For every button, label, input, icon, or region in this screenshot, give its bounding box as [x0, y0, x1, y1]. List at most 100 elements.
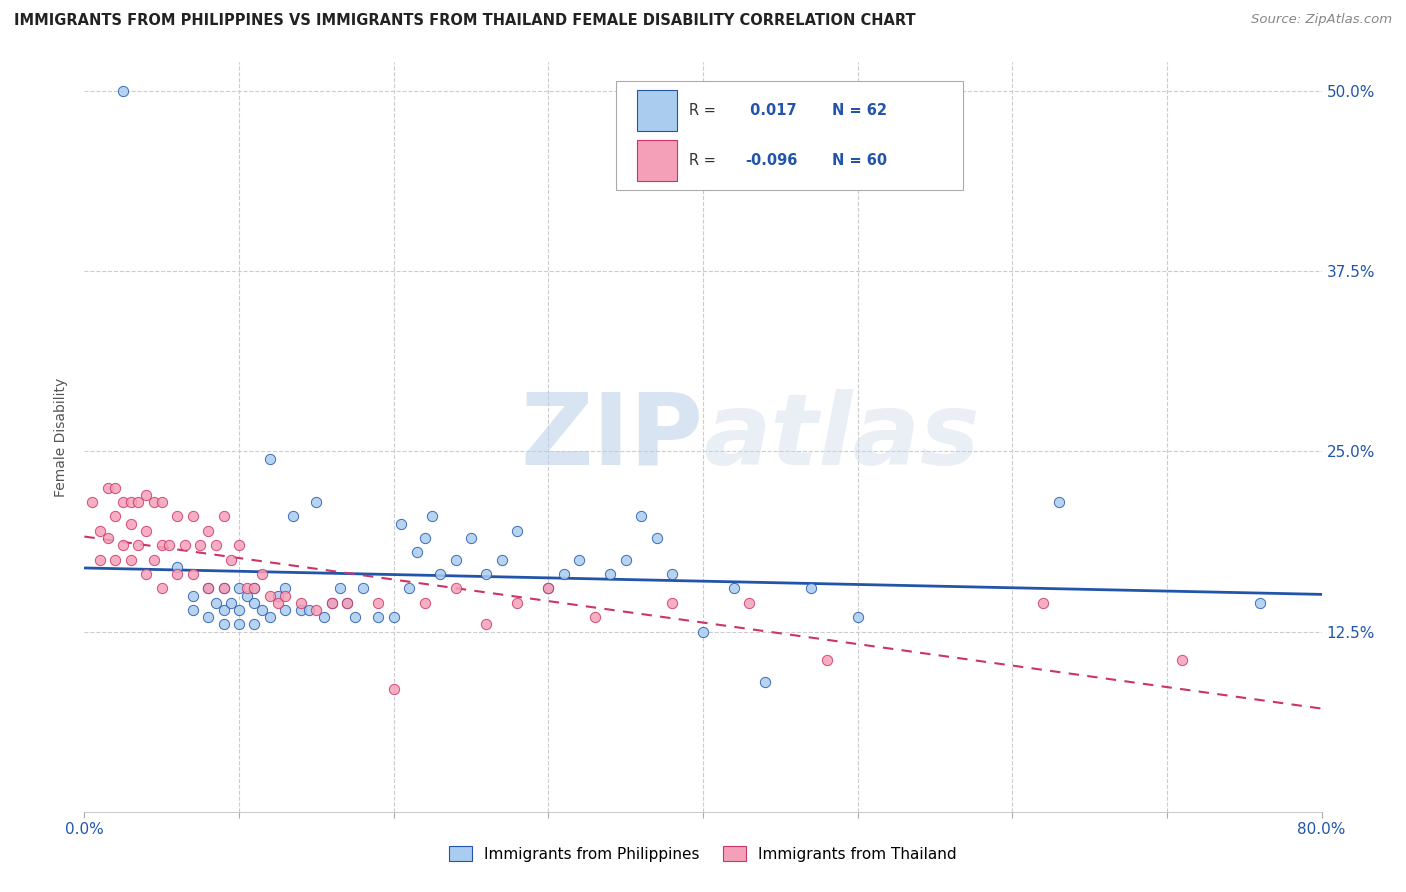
- Point: [243, 596, 266, 610]
- Point: [259, 610, 281, 624]
- Point: [228, 603, 250, 617]
- Bar: [637, 89, 678, 131]
- Point: [181, 603, 204, 617]
- Point: [382, 682, 405, 697]
- Text: N = 60: N = 60: [832, 153, 887, 169]
- Point: [219, 596, 242, 610]
- Point: [630, 509, 652, 524]
- FancyBboxPatch shape: [616, 81, 963, 190]
- Point: [89, 552, 111, 566]
- Point: [212, 582, 235, 596]
- Point: [235, 589, 259, 603]
- Point: [150, 495, 173, 509]
- Text: 0.017: 0.017: [745, 103, 797, 118]
- Point: [336, 596, 359, 610]
- Point: [212, 603, 235, 617]
- Point: [259, 589, 281, 603]
- Point: [846, 610, 869, 624]
- Point: [661, 566, 683, 581]
- Point: [159, 538, 180, 552]
- Point: [150, 538, 173, 552]
- Point: [599, 566, 621, 581]
- Point: [120, 495, 142, 509]
- Point: [267, 589, 290, 603]
- Point: [389, 516, 413, 531]
- Point: [104, 509, 127, 524]
- Point: [228, 617, 250, 632]
- Point: [336, 596, 359, 610]
- Point: [197, 582, 219, 596]
- Point: [250, 566, 273, 581]
- Point: [197, 582, 219, 596]
- Point: [281, 509, 305, 524]
- Point: [135, 524, 157, 538]
- Point: [228, 538, 250, 552]
- Point: [754, 675, 776, 690]
- Legend: Immigrants from Philippines, Immigrants from Thailand: Immigrants from Philippines, Immigrants …: [443, 840, 963, 868]
- Point: [429, 566, 451, 581]
- Point: [188, 538, 211, 552]
- Point: [506, 596, 529, 610]
- Point: [205, 596, 228, 610]
- Point: [127, 538, 149, 552]
- Point: [328, 582, 352, 596]
- Point: [475, 617, 498, 632]
- Point: [243, 582, 266, 596]
- Point: [1249, 596, 1271, 610]
- Point: [104, 552, 127, 566]
- Point: [274, 589, 297, 603]
- Point: [312, 610, 335, 624]
- Point: [422, 509, 444, 524]
- Point: [228, 582, 250, 596]
- Point: [506, 524, 529, 538]
- Point: [1171, 653, 1194, 667]
- Point: [120, 552, 142, 566]
- Bar: [637, 140, 678, 181]
- Point: [104, 481, 127, 495]
- Point: [1047, 495, 1070, 509]
- Point: [305, 603, 328, 617]
- Point: [166, 509, 188, 524]
- Point: [112, 84, 135, 98]
- Point: [614, 552, 637, 566]
- Point: [120, 516, 142, 531]
- Point: [143, 495, 166, 509]
- Point: [290, 596, 312, 610]
- Point: [645, 531, 668, 545]
- Text: ZIP: ZIP: [520, 389, 703, 485]
- Point: [197, 610, 219, 624]
- Text: R =: R =: [689, 153, 716, 169]
- Point: [321, 596, 343, 610]
- Point: [305, 495, 328, 509]
- Point: [583, 610, 606, 624]
- Point: [181, 509, 204, 524]
- Point: [89, 524, 111, 538]
- Point: [413, 531, 436, 545]
- Point: [166, 566, 188, 581]
- Point: [290, 603, 312, 617]
- Point: [212, 582, 235, 596]
- Point: [405, 545, 427, 559]
- Point: [181, 566, 204, 581]
- Point: [343, 610, 366, 624]
- Point: [800, 582, 823, 596]
- Point: [815, 653, 838, 667]
- Point: [174, 538, 197, 552]
- Point: [250, 603, 273, 617]
- Point: [661, 596, 683, 610]
- Point: [150, 582, 173, 596]
- Point: [259, 451, 281, 466]
- Point: [219, 552, 242, 566]
- Point: [692, 624, 714, 639]
- Point: [568, 552, 591, 566]
- Point: [444, 552, 467, 566]
- Text: atlas: atlas: [703, 389, 980, 485]
- Point: [127, 495, 149, 509]
- Point: [112, 495, 135, 509]
- Point: [398, 582, 420, 596]
- Point: [243, 582, 266, 596]
- Point: [197, 524, 219, 538]
- Point: [367, 596, 389, 610]
- Point: [1032, 596, 1054, 610]
- Point: [96, 531, 118, 545]
